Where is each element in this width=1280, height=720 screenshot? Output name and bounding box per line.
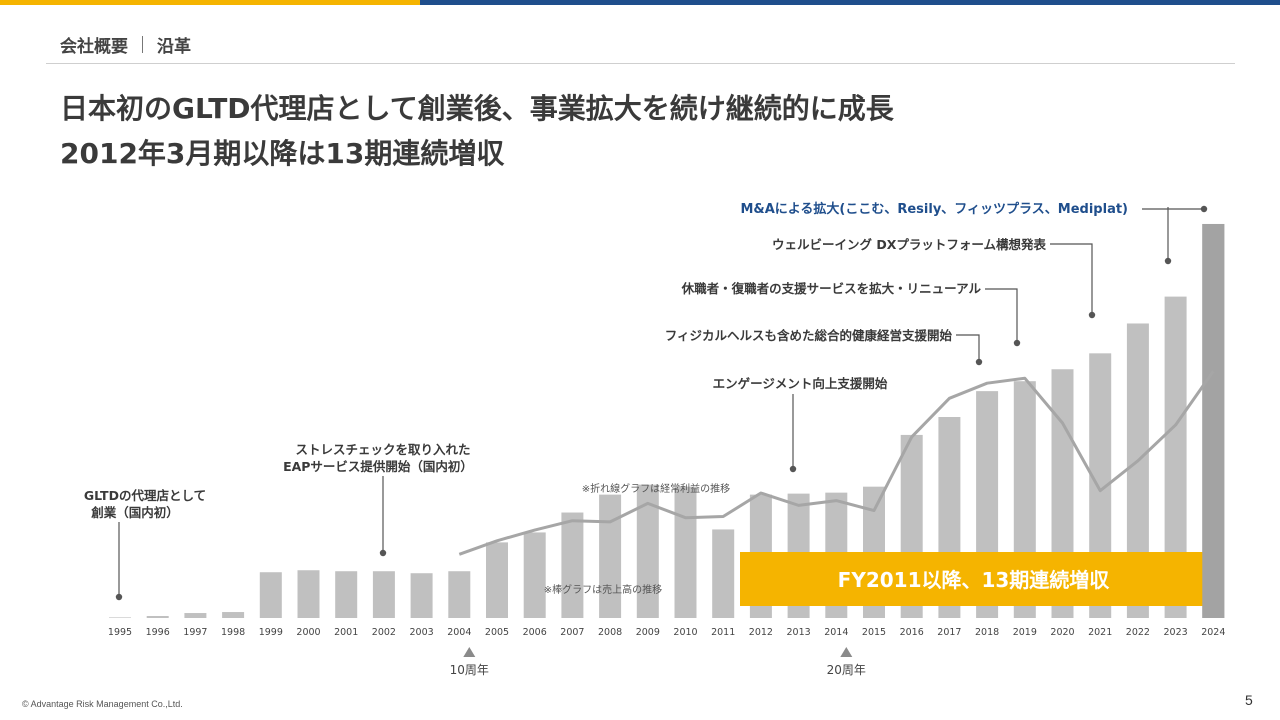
annotation-dot-2023-right (1200, 205, 1208, 213)
x-tick-label-2020: 2020 (1050, 627, 1074, 638)
annotation-text-2018: フィジカルヘルスも含めた総合的健康経営支援開始 (665, 328, 953, 343)
x-tick-label-2008: 2008 (598, 627, 622, 638)
bar-2005 (486, 542, 508, 618)
annotation-text-2021: ウェルビーイング DXプラットフォーム構想発表 (772, 237, 1046, 252)
breadcrumb-subsection: 沿革 (157, 37, 191, 57)
title-line-2: 2012年3月期以降は13期連続増収 (60, 137, 505, 170)
x-tick-label-2004: 2004 (447, 627, 471, 638)
bar-1998 (222, 612, 245, 618)
header-rule (46, 63, 1235, 64)
milestone-marker-2004 (463, 647, 476, 657)
bar-1996 (146, 616, 169, 618)
bar-2023 (1164, 296, 1187, 618)
x-tick-label-2009: 2009 (636, 627, 660, 638)
annotation-text-2019: 休職者・復職者の支援サービスを拡大・リニューアル (681, 281, 982, 296)
line-chart-note: ※折れ線グラフは経常利益の推移 (582, 482, 730, 495)
milestone-marker-2014 (840, 647, 853, 657)
copyright: © Advantage Risk Management Co.,Ltd. (22, 699, 183, 709)
x-tick-label-2019: 2019 (1013, 627, 1037, 638)
x-tick-label-1999: 1999 (259, 627, 283, 638)
bar-2011 (712, 529, 735, 618)
bar-2008 (599, 494, 622, 618)
x-tick-label-2013: 2013 (787, 627, 811, 638)
annotation-text-1995-line2: 創業（国内初） (90, 505, 179, 520)
x-tick-label-2018: 2018 (975, 627, 999, 638)
breadcrumb-section: 会社概要 (60, 37, 128, 57)
x-tick-label-2017: 2017 (937, 627, 961, 638)
x-tick-label-2003: 2003 (410, 627, 434, 638)
x-tick-label-1997: 1997 (183, 627, 207, 638)
page-title: 日本初のGLTD代理店として創業後、事業拡大を続け継続的に成長 2012年3月期… (60, 86, 894, 176)
top-accent-bar (0, 0, 1280, 5)
x-tick-label-2024: 2024 (1201, 627, 1225, 638)
annotation-text-2013: エンゲージメント向上支援開始 (713, 376, 888, 391)
x-tick-label-2016: 2016 (900, 627, 924, 638)
bar-1997 (184, 613, 207, 618)
page-number: 5 (1245, 692, 1253, 708)
bar-2010 (674, 486, 697, 618)
annotation-dot-2021 (1088, 311, 1096, 319)
bar-2007 (561, 512, 584, 618)
annotation-dot-1995 (115, 593, 123, 601)
annotation-dot-2018 (975, 358, 983, 366)
annotation-leader-2018 (956, 334, 980, 360)
bar-2004 (448, 571, 471, 618)
x-tick-label-2000: 2000 (296, 627, 320, 638)
growth-banner-text: FY2011以降、13期連続増収 (838, 568, 1111, 592)
x-tick-label-2011: 2011 (711, 627, 735, 638)
annotation-leader-2019 (985, 288, 1018, 342)
x-tick-label-1995: 1995 (108, 627, 132, 638)
bar-1995 (109, 617, 131, 618)
x-tick-label-2012: 2012 (749, 627, 773, 638)
x-tick-label-2022: 2022 (1126, 627, 1150, 638)
x-tick-label-2023: 2023 (1164, 627, 1188, 638)
annotation-dot-2013 (789, 465, 797, 473)
annotation-text-2023: M&Aによる拡大(ここむ、Resily、フィッツプラス、Mediplat) (740, 201, 1128, 217)
x-tick-label-2010: 2010 (673, 627, 697, 638)
x-tick-label-2001: 2001 (334, 627, 358, 638)
x-tick-label-2005: 2005 (485, 627, 509, 638)
x-tick-label-1998: 1998 (221, 627, 245, 638)
milestone-label-2004: 10周年 (450, 663, 489, 677)
bar-chart-note: ※棒グラフは売上高の推移 (544, 583, 662, 596)
breadcrumb-separator (142, 36, 143, 53)
x-tick-label-2002: 2002 (372, 627, 396, 638)
title-line-1: 日本初のGLTD代理店として創業後、事業拡大を続け継続的に成長 (60, 92, 894, 125)
top-accent-blue (420, 0, 1280, 5)
bar-2024-front (1202, 223, 1225, 619)
annotation-dot-2019 (1013, 339, 1021, 347)
annotation-text-2002-line2: EAPサービス提供開始（国内初） (283, 459, 473, 474)
x-tick-label-2015: 2015 (862, 627, 886, 638)
annotation-text-1995-line1: GLTDの代理店として (84, 488, 206, 503)
bar-2003 (410, 573, 433, 618)
annotation-dot-2002 (379, 549, 387, 557)
bar-2009 (636, 484, 659, 618)
milestone-label-2014: 20周年 (827, 663, 866, 677)
x-tick-label-2021: 2021 (1088, 627, 1112, 638)
breadcrumb: 会社概要 沿革 (60, 32, 191, 57)
bar-2001 (335, 571, 358, 618)
x-tick-label-1996: 1996 (146, 627, 170, 638)
annotation-dot-2023 (1164, 257, 1172, 265)
annotation-leader-2021 (1050, 243, 1093, 313)
annotation-text-2002-line1: ストレスチェックを取り入れた (295, 442, 470, 457)
bar-2002 (372, 571, 395, 618)
growth-banner (740, 552, 1217, 606)
bar-2000 (297, 570, 320, 618)
x-tick-label-2007: 2007 (560, 627, 584, 638)
bar-1999 (259, 572, 282, 618)
bar-2021 (1089, 353, 1112, 618)
bar-2006 (523, 532, 546, 618)
profit-line-series (458, 370, 1215, 556)
top-accent-yellow (0, 0, 420, 5)
x-tick-label-2014: 2014 (824, 627, 848, 638)
x-tick-label-2006: 2006 (523, 627, 547, 638)
bar-2022 (1126, 323, 1149, 618)
